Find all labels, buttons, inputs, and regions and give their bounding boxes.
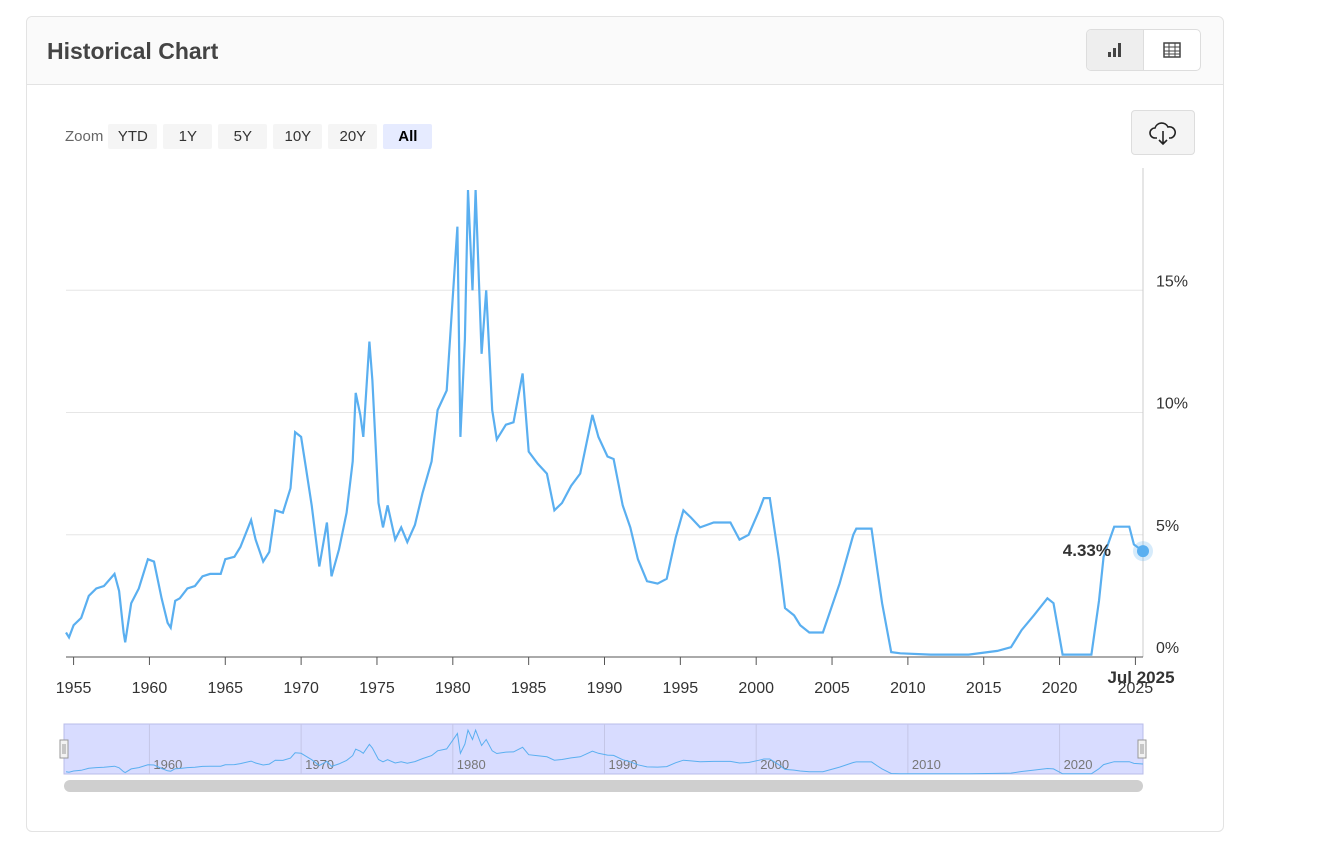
- handle-grip: [62, 744, 66, 754]
- y-tick-label: 15%: [1156, 273, 1188, 290]
- line: [65, 189, 1144, 656]
- navigator-handle[interactable]: [59, 739, 69, 759]
- x-tick-label: 1995: [663, 680, 699, 697]
- last-point: [1137, 545, 1149, 558]
- navigator-mask: [63, 723, 1144, 775]
- navigator-line: [65, 728, 1144, 775]
- last-point-label: 4.33%: [1063, 541, 1111, 560]
- crosshair-label: Jul 2025: [1107, 668, 1174, 687]
- navigator-tick-label: 2000: [760, 757, 789, 772]
- x-tick-label: 1970: [283, 680, 319, 697]
- navigator-tick-label: 1990: [609, 757, 638, 772]
- chart-view-button[interactable]: [1087, 30, 1144, 70]
- view-toggle: [1086, 29, 1201, 71]
- card: Historical Chart: [26, 16, 1224, 832]
- x-tick-label: 2025: [1118, 680, 1154, 697]
- title: Historical Chart: [47, 38, 219, 64]
- zoom-label: Zoom: [65, 128, 104, 145]
- zoom-button[interactable]: 5Y: [218, 124, 268, 149]
- x-tick-label: 2020: [1042, 680, 1078, 697]
- x-tick-label: 2010: [890, 680, 926, 697]
- navigator-tick-label: 2020: [1064, 757, 1093, 772]
- x-tick-label: 1955: [56, 680, 92, 697]
- download-button[interactable]: [1131, 110, 1195, 155]
- navigator-handle[interactable]: [1137, 739, 1147, 759]
- navigator-tick-label: 2010: [912, 757, 941, 772]
- table-view-button[interactable]: [1144, 30, 1200, 70]
- zoom-button[interactable]: YTD: [108, 124, 158, 149]
- x-tick-label: 1965: [207, 680, 243, 697]
- x-tick-label: 1980: [435, 680, 471, 697]
- zoom-button[interactable]: 20Y: [328, 124, 378, 149]
- card-header: Historical Chart: [27, 17, 1223, 85]
- x-tick-label: 1975: [359, 680, 395, 697]
- scrollbar[interactable]: [64, 780, 1143, 792]
- y-tick-label: 10%: [1156, 396, 1188, 413]
- x-tick-label: 2015: [966, 680, 1002, 697]
- x-tick-label: 1990: [587, 680, 623, 697]
- x-tick-label: 1960: [132, 680, 168, 697]
- zoom-bar: Zoom YTD 1Y 5Y 10Y 20Y All: [65, 124, 438, 149]
- x-tick-label: 2000: [738, 680, 774, 697]
- navigator-tick-label: 1960: [153, 757, 182, 772]
- navigator-tick-label: 1980: [457, 757, 486, 772]
- x-tick-label: 2005: [814, 680, 850, 697]
- x-tick-label: 1985: [511, 680, 547, 697]
- y-tick-label: 0%: [1156, 640, 1179, 657]
- zoom-button[interactable]: 1Y: [163, 124, 213, 149]
- zoom-button[interactable]: All: [383, 124, 433, 149]
- handle-grip: [1140, 744, 1144, 754]
- y-tick-label: 5%: [1156, 518, 1179, 535]
- zoom-button[interactable]: 10Y: [273, 124, 323, 149]
